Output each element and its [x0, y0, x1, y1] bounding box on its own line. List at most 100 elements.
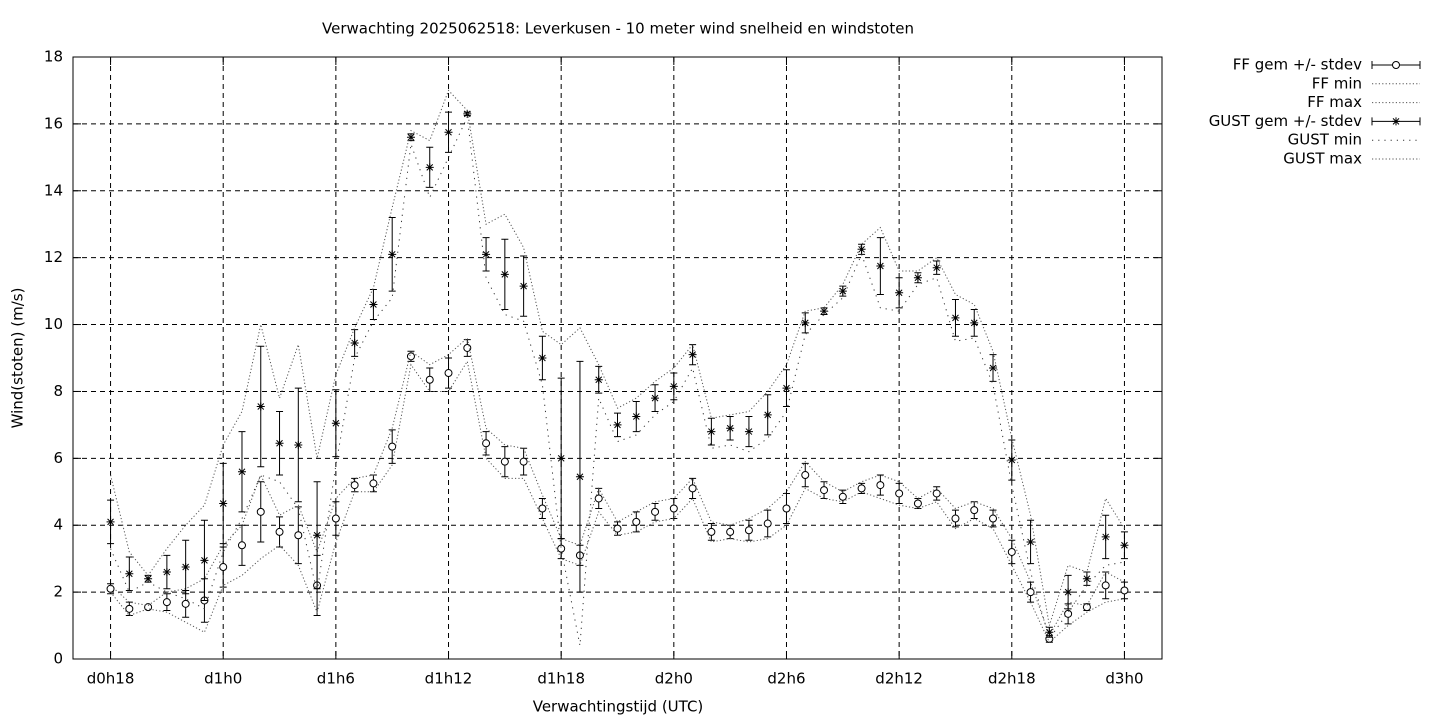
point	[632, 517, 641, 526]
point	[707, 527, 716, 536]
point	[519, 457, 528, 466]
point	[519, 282, 528, 291]
point	[820, 307, 829, 316]
point	[125, 604, 134, 613]
point	[951, 514, 960, 523]
point	[932, 263, 941, 272]
point	[782, 384, 791, 393]
point	[876, 481, 885, 490]
point	[688, 484, 697, 493]
point	[1064, 609, 1073, 618]
point	[275, 527, 284, 536]
point	[1045, 628, 1054, 637]
point	[820, 486, 829, 495]
y-tick-label: 4	[53, 516, 63, 534]
legend-label: GUST max	[1283, 150, 1362, 168]
point	[707, 427, 716, 436]
y-axis-label: Wind(stoten) (m/s)	[9, 288, 27, 429]
point	[162, 568, 171, 577]
point	[857, 484, 866, 493]
point	[106, 517, 115, 526]
y-tick-label: 6	[53, 449, 63, 467]
point	[1101, 581, 1110, 590]
point	[538, 504, 547, 513]
point	[726, 424, 735, 433]
x-tick-label: d2h0	[655, 670, 693, 688]
point	[331, 419, 340, 428]
y-tick-label: 16	[44, 114, 63, 132]
point	[594, 375, 603, 384]
y-tick-label: 2	[53, 583, 63, 601]
x-tick-label: d1h18	[537, 670, 585, 688]
point	[838, 287, 847, 296]
point	[256, 402, 265, 411]
point	[989, 364, 998, 373]
point	[876, 262, 885, 271]
point	[895, 288, 904, 297]
point	[613, 420, 622, 429]
point	[763, 410, 772, 419]
point	[1392, 117, 1400, 126]
y-tick-label: 0	[53, 650, 63, 668]
point	[989, 514, 998, 523]
point	[200, 556, 209, 565]
point	[744, 427, 753, 436]
point	[538, 354, 547, 362]
point	[162, 598, 171, 607]
point	[313, 531, 322, 540]
x-tick-label: d2h12	[875, 670, 923, 688]
point	[688, 350, 697, 359]
point	[275, 439, 284, 448]
point	[594, 494, 603, 503]
point	[406, 352, 415, 361]
point	[763, 519, 772, 528]
point	[237, 541, 246, 550]
point	[1082, 574, 1091, 583]
point	[219, 563, 228, 572]
point	[463, 109, 472, 118]
point	[557, 454, 566, 463]
point	[256, 507, 265, 516]
point	[651, 394, 660, 403]
point	[350, 338, 359, 347]
point	[557, 544, 566, 553]
point	[388, 442, 397, 451]
point	[1064, 588, 1073, 597]
point	[1392, 61, 1400, 69]
point	[406, 133, 415, 142]
point	[219, 499, 228, 508]
point	[1007, 456, 1016, 465]
legend-label: FF max	[1307, 93, 1362, 111]
point	[651, 507, 660, 516]
point	[970, 318, 979, 327]
point	[669, 382, 678, 391]
point	[500, 457, 509, 466]
point	[857, 245, 866, 254]
plot-frame	[72, 56, 1163, 660]
point	[782, 504, 791, 513]
chart-title: Verwachting 2025062518: Leverkusen - 10 …	[322, 20, 914, 38]
point	[294, 440, 303, 449]
point	[482, 250, 491, 259]
point	[895, 489, 904, 498]
y-tick-label: 8	[53, 382, 63, 400]
point	[1026, 588, 1035, 597]
line	[110, 336, 1125, 637]
point	[951, 313, 960, 322]
legend-label: GUST min	[1288, 131, 1362, 149]
point	[1026, 537, 1035, 546]
point	[388, 250, 397, 259]
y-tick-label: 12	[44, 248, 63, 266]
x-tick-label: d1h0	[204, 670, 242, 688]
line	[110, 359, 1125, 644]
point	[1120, 541, 1129, 550]
point	[726, 527, 735, 536]
legend-label: FF min	[1312, 74, 1362, 92]
point	[482, 439, 491, 448]
x-axis-label: Verwachtingstijd (UTC)	[533, 698, 704, 716]
point	[632, 412, 641, 421]
x-tick-label: d0h18	[87, 670, 135, 688]
point	[500, 270, 509, 279]
point	[613, 524, 622, 533]
